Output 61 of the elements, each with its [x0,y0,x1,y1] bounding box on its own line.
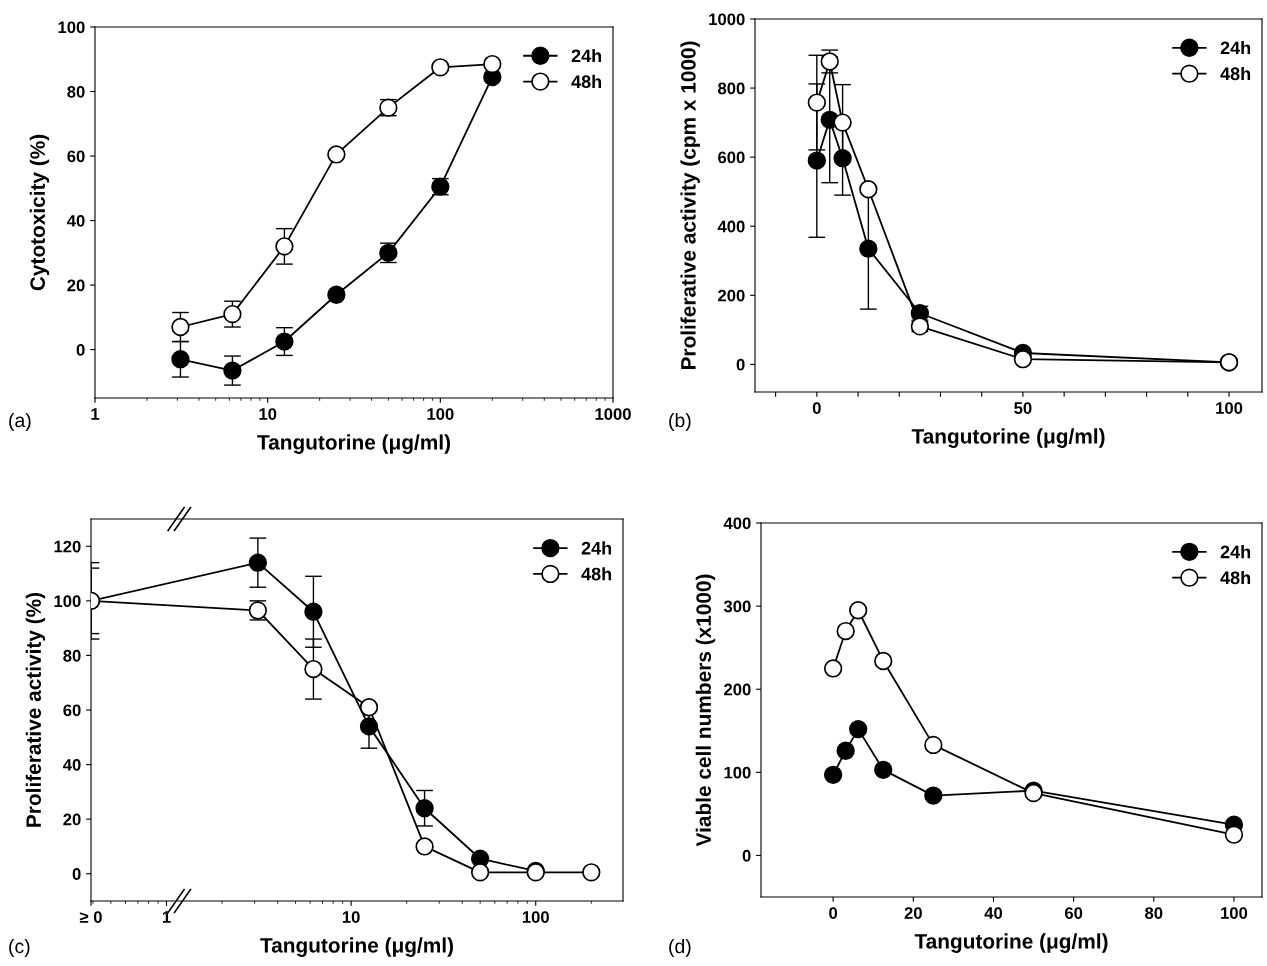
text: (c) [9,938,30,958]
x-tick-label: 100 [1221,907,1248,919]
x-tick-label: 100 [522,911,549,923]
text: (d) [669,938,691,958]
x-tick-label: 50 [1014,402,1032,414]
y-tick-label: 800 [718,82,745,95]
y-tick-label: 60 [67,150,85,163]
x-axis-title: Tangutorine (μg/ml) [257,434,450,454]
y-tick-label: 400 [717,220,745,233]
x-tick-label: 0 [829,907,838,919]
x-tick-label: 0 [812,402,821,414]
legend-label: 24h [1220,41,1251,55]
y-tick-label: 1000 [709,13,745,26]
x-tick-label: 1 [162,911,171,923]
legend-label: 24h [571,48,602,63]
y-axis-title: Viable cell numbers (x1000) [695,574,716,847]
y-tick-label: 80 [63,649,81,662]
y-axis-title: Proliferative activity (cpm x 1000) [680,41,700,370]
legend-label: 48h [1220,570,1251,585]
legend-label: 24h [581,541,612,555]
x-tick-label: 60 [1064,907,1083,919]
y-axis-title: Proliferative activity (%) [25,592,46,827]
y-tick-label: 40 [66,214,85,227]
x-axis-title: Tangutorine (μg/ml) [914,933,1108,953]
legend-label: 48h [581,567,612,581]
y-tick-label: 200 [718,289,745,302]
y-tick-label: 100 [54,595,81,608]
y-tick-label: 100 [58,21,85,34]
x-tick-label: 10 [259,408,277,420]
y-tick-label: 120 [54,540,81,553]
legend-label: 48h [1220,66,1251,81]
y-tick-label: 80 [67,85,85,98]
y-tick-label: 600 [718,151,745,164]
y-tick-label: 0 [736,358,745,371]
x-axis-title: Tangutorine (μg/ml) [911,428,1105,448]
x-tick-label: 80 [1145,907,1163,919]
y-tick-label: 300 [723,600,751,613]
x-tick-label: 1000 [595,408,631,420]
y-axis-title: Cytotoxicity (%) [29,134,50,291]
y-tick-label: 400 [723,517,751,530]
x-tick-label: 20 [904,907,922,919]
y-tick-label: 100 [724,766,751,779]
y-tick-label: 20 [63,813,81,826]
x-tick-label: 10 [342,911,360,923]
y-tick-label: 60 [63,704,81,717]
x-tick-label: 40 [984,907,1003,919]
y-tick-label: 20 [67,279,85,292]
x-tick-label: 100 [427,408,454,420]
x-axis-title: Tangutorine (μg/ml) [260,937,453,957]
x-tick-label: 1 [91,408,100,420]
text: (b) [669,412,691,432]
legend-label: 24h [1220,545,1251,559]
x-tick-label: ≥ 0 [79,911,102,923]
y-tick-label: 200 [724,683,751,696]
y-tick-label: 0 [742,849,751,862]
y-tick-label: 40 [62,758,81,771]
text: (a) [9,412,31,432]
legend-label: 48h [571,74,602,89]
y-tick-label: 0 [72,868,81,880]
x-tick-label: 100 [1216,402,1243,414]
y-tick-label: 0 [76,344,85,356]
